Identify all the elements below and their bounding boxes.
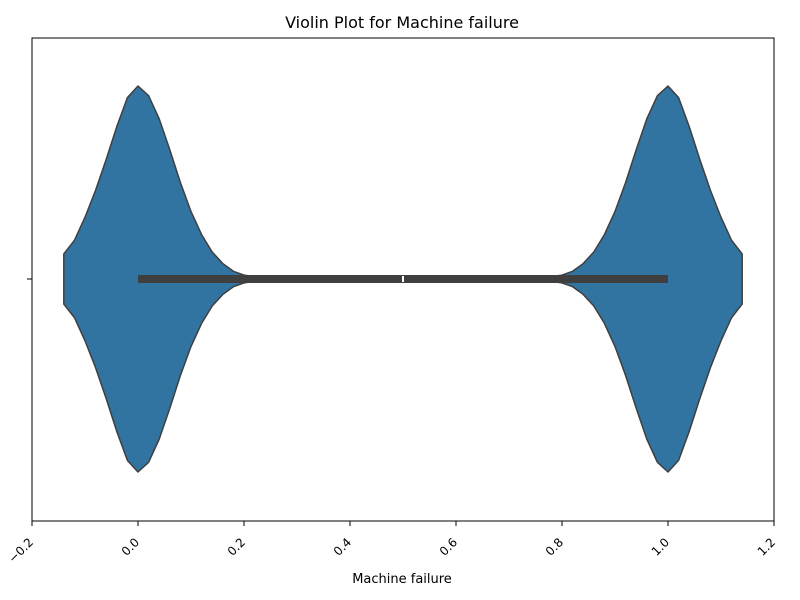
x-tick-label: 1.0: [649, 535, 672, 558]
x-tick-label: 0.4: [331, 535, 354, 558]
x-tick-label: 1.2: [755, 535, 778, 558]
x-tick-label: −0.2: [6, 535, 37, 566]
x-tick-label: 0.8: [543, 535, 566, 558]
x-axis-label: Machine failure: [352, 572, 452, 587]
x-tick-label: 0.2: [225, 535, 248, 558]
x-tick-label: 0.0: [119, 535, 142, 558]
violin-group: [63, 85, 743, 473]
x-tick-label: 0.6: [437, 535, 460, 558]
x-axis: −0.2 0.0 0.2 0.4 0.6 0.8 1.0 1.2: [6, 521, 778, 566]
chart-title: Violin Plot for Machine failure: [285, 13, 519, 32]
